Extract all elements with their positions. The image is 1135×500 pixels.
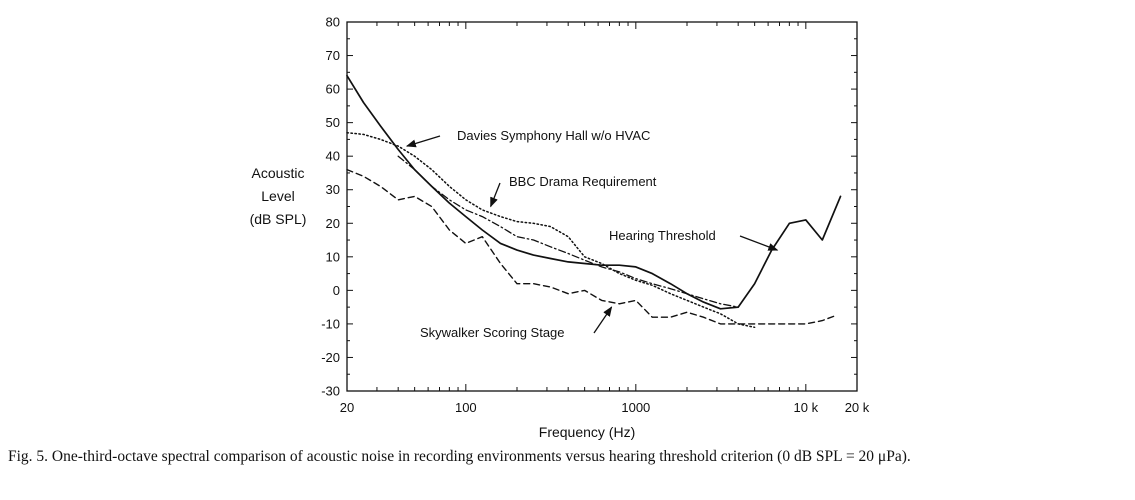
series-line-hearing-threshold xyxy=(346,74,842,310)
y-tick-label: -10 xyxy=(321,316,340,331)
y-axis-title-line: Acoustic xyxy=(252,165,305,181)
annotation-arrow xyxy=(739,235,779,251)
annotation-label: Davies Symphony Hall w/o HVAC xyxy=(457,128,650,143)
annotation-label: Hearing Threshold xyxy=(609,228,716,243)
series-line-davies-symphony-hall-w-o-hvac xyxy=(346,131,756,329)
axes: -30 -20 -10 0 10 20 30 40 50 60 70 80 20 100 1000 10 k 2… xyxy=(250,15,870,441)
y-tick-label: 30 xyxy=(326,182,340,197)
x-tick-label: 20 k xyxy=(845,400,870,415)
y-axis-title-line: (dB SPL) xyxy=(250,211,307,227)
annotation-arrow xyxy=(490,182,501,208)
y-tick-label: 80 xyxy=(326,15,340,30)
y-tick-label: -30 xyxy=(321,384,340,399)
chart: -30 -20 -10 0 10 20 30 40 50 60 70 80 20 100 1000 10 k 2… xyxy=(250,15,870,441)
x-tick-label: 10 k xyxy=(794,400,819,415)
series-line-bbc-drama-requirement xyxy=(397,155,739,308)
annotations: Davies Symphony Hall w/o HVAC BBC Drama R… xyxy=(405,128,779,340)
series-line-skywalker-scoring-stage xyxy=(346,168,837,325)
x-tick-label: 1000 xyxy=(621,400,650,415)
annotation-label: BBC Drama Requirement xyxy=(509,174,657,189)
y-tick-label: 50 xyxy=(326,115,340,130)
annotation-label: Skywalker Scoring Stage xyxy=(420,325,565,340)
chart-svg: -30 -20 -10 0 10 20 30 40 50 60 70 80 20 100 1000 10 k 2… xyxy=(250,15,870,441)
y-tick-label: 70 xyxy=(326,48,340,63)
x-tick-label: 20 xyxy=(340,400,354,415)
y-axis-title-line: Level xyxy=(261,188,294,204)
y-tick-label: 0 xyxy=(333,283,340,298)
x-axis-title: Frequency (Hz) xyxy=(539,424,635,440)
x-tick-label: 100 xyxy=(455,400,477,415)
figure-caption: Fig. 5. One-third-octave spectral compar… xyxy=(8,448,911,465)
y-tick-label: 40 xyxy=(326,149,340,164)
y-tick-label: 20 xyxy=(326,216,340,231)
series-group xyxy=(346,74,842,329)
y-tick-label: 10 xyxy=(326,249,340,264)
annotation-arrow xyxy=(593,306,613,334)
y-tick-label: -20 xyxy=(321,350,340,365)
y-tick-label: 60 xyxy=(326,82,340,97)
annotation-arrow xyxy=(405,135,441,148)
